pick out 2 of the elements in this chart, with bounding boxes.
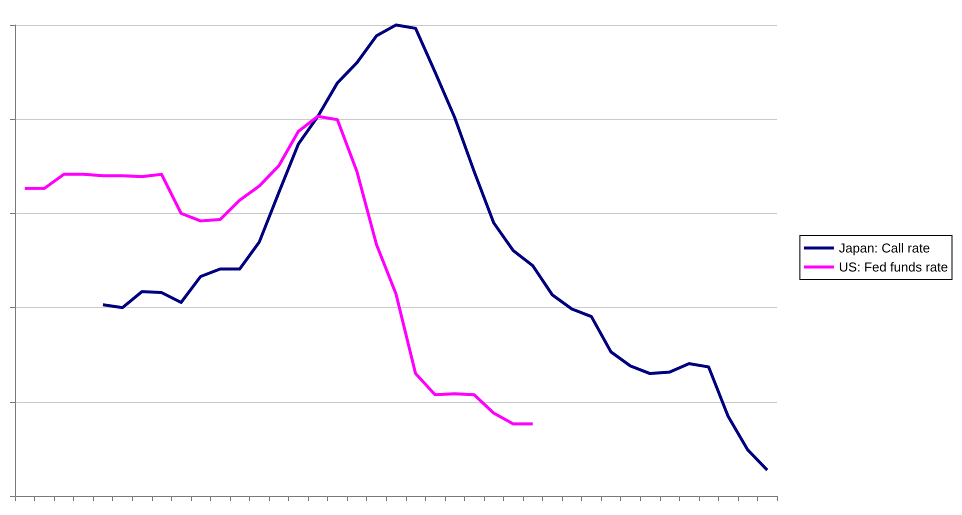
legend-label: Japan: Call rate xyxy=(838,240,930,256)
legend-label: US: Fed funds rate xyxy=(838,260,948,274)
